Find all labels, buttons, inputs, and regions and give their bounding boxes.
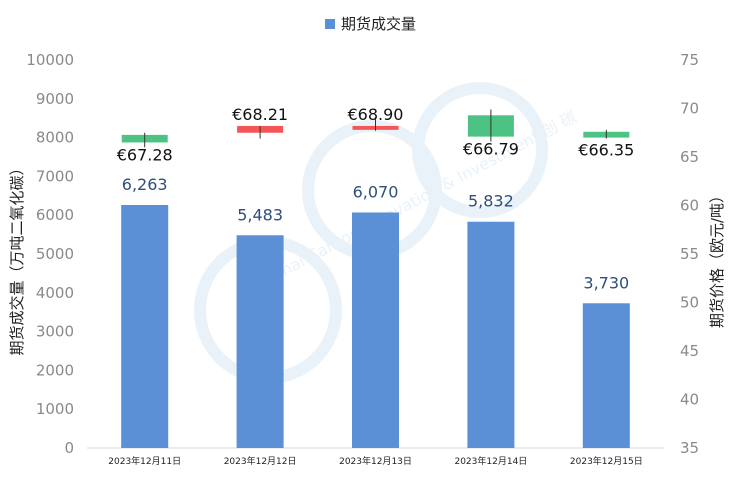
price-label: €66.35 [578,141,634,160]
y-right-tick-label: 55 [680,245,699,263]
legend-label: 期货成交量 [341,15,416,33]
y-left-tick-label: 9000 [36,90,74,108]
volume-bar [582,303,630,448]
y-left-tick-label: 0 [64,439,74,457]
y-left-tick-label: 6000 [36,206,74,224]
volume-bar-label: 6,070 [353,182,399,201]
y-right-tick-label: 35 [680,439,699,457]
price-label: €68.21 [232,105,288,124]
volume-bar [121,204,169,448]
volume-bar-label: 5,483 [237,205,283,224]
volume-bar [236,235,284,448]
y-left-tick-label: 10000 [26,51,74,69]
x-tick-label: 2023年12月13日 [339,455,412,467]
y-right-axis-title: 期货价格（欧元/吨） [708,188,726,328]
x-tick-label: 2023年12月11日 [108,455,181,467]
y-right-tick-label: 45 [680,342,699,360]
x-tick-label: 2023年12月12日 [224,455,297,467]
price-candles: €67.28 €68.21 €68.90 €66.79 €66.35 [117,105,635,164]
y-left-tick-label: 2000 [36,361,74,379]
legend-swatch [325,19,335,29]
y-left-tick-label: 8000 [36,129,74,147]
y-left-tick-label: 3000 [36,323,74,341]
y-left-tick-label: 4000 [36,284,74,302]
volume-bar-label: 3,730 [583,273,629,292]
y-left-tick-label: 5000 [36,245,74,263]
y-right-tick-labels: 35 40 45 50 55 60 65 70 75 [680,51,699,457]
price-label: €67.28 [117,145,173,164]
volume-bar-label: 6,263 [122,175,168,194]
price-label: €68.90 [348,105,404,124]
y-left-tick-label: 7000 [36,167,74,185]
y-right-tick-label: 40 [680,391,699,409]
legend: 期货成交量 [325,15,416,33]
x-tick-label: 2023年12月15日 [570,455,643,467]
x-tick-label: 2023年12月14日 [454,455,527,467]
volume-bars: 6,263 5,483 6,070 5,832 3,730 [121,175,630,448]
price-label: €66.79 [463,140,519,159]
y-right-tick-label: 75 [680,51,699,69]
x-tick-labels: 2023年12月11日 2023年12月12日 2023年12月13日 2023年12… [108,455,642,467]
y-left-axis-title: 期货成交量（万吨二氧化碳） [8,160,26,355]
y-left-tick-labels: 0 1000 2000 3000 4000 5000 6000 7000 8000 9000 100… [26,51,74,457]
y-right-tick-label: 60 [680,197,699,215]
volume-bar-label: 5,832 [468,192,514,211]
volume-bar [352,212,399,448]
y-left-tick-label: 1000 [36,400,74,418]
y-right-tick-label: 70 [680,100,699,118]
y-right-tick-label: 65 [680,148,699,166]
y-right-tick-label: 50 [680,294,699,312]
volume-bar [467,221,515,448]
